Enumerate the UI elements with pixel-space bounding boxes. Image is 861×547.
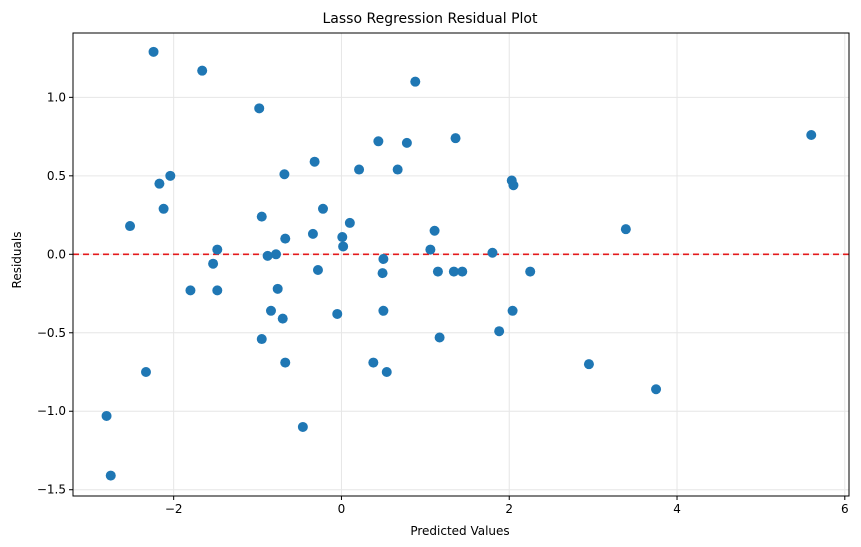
data-point <box>332 308 343 319</box>
data-point <box>368 357 379 368</box>
data-point <box>271 249 282 260</box>
x-axis-ticks: −2 0 2 4 6 <box>165 496 849 516</box>
data-point <box>265 305 276 316</box>
x-tick-label: 6 <box>841 502 849 516</box>
data-point <box>165 170 176 181</box>
y-tick-label: 1.0 <box>47 90 66 104</box>
data-point <box>105 470 116 481</box>
scatter-points <box>101 46 817 481</box>
data-point <box>354 164 365 175</box>
data-point <box>309 156 320 167</box>
data-point <box>317 203 328 214</box>
data-point <box>373 136 384 147</box>
data-point <box>806 130 817 141</box>
data-point <box>185 285 196 296</box>
data-point <box>297 421 308 432</box>
data-point <box>312 264 323 275</box>
plot-frame <box>72 32 850 497</box>
y-tick-label: −1.5 <box>37 483 66 497</box>
data-point <box>277 313 288 324</box>
data-point <box>434 332 445 343</box>
data-point <box>525 266 536 277</box>
x-tick-label: 0 <box>338 502 346 516</box>
data-point <box>450 133 461 144</box>
data-point <box>197 65 208 76</box>
x-tick-label: −2 <box>165 502 183 516</box>
data-point <box>280 233 291 244</box>
data-point <box>337 232 348 243</box>
data-point <box>432 266 443 277</box>
y-tick-label: −0.5 <box>37 326 66 340</box>
data-point <box>392 164 403 175</box>
chart-title: Lasso Regression Residual Plot <box>323 11 538 27</box>
data-point <box>254 103 265 114</box>
x-tick-label: 2 <box>505 502 513 516</box>
data-point <box>256 334 267 345</box>
data-point <box>651 384 662 395</box>
data-point <box>212 244 223 255</box>
data-point <box>507 305 518 316</box>
data-point <box>262 250 273 261</box>
data-point <box>378 305 389 316</box>
data-point <box>381 367 392 378</box>
data-point <box>279 169 290 180</box>
y-axis-label: Residuals <box>10 232 24 289</box>
data-point <box>272 283 283 294</box>
data-point <box>101 410 112 421</box>
data-point <box>256 211 267 222</box>
data-point <box>457 266 468 277</box>
data-point <box>125 221 136 232</box>
data-point <box>583 359 594 370</box>
data-point <box>208 258 219 269</box>
data-point <box>425 244 436 255</box>
data-point <box>338 241 349 252</box>
data-point <box>212 285 223 296</box>
data-point <box>148 46 159 57</box>
data-point <box>154 178 165 189</box>
data-point <box>508 180 519 191</box>
data-point <box>620 224 631 235</box>
grid-lines <box>73 33 849 496</box>
data-point <box>140 367 151 378</box>
data-point <box>429 225 440 236</box>
data-point <box>307 228 318 239</box>
data-point <box>448 266 459 277</box>
data-point <box>158 203 169 214</box>
x-tick-label: 4 <box>673 502 681 516</box>
y-tick-label: 0.0 <box>47 247 66 261</box>
data-point <box>487 247 498 258</box>
y-tick-label: 0.5 <box>47 169 66 183</box>
data-point <box>378 254 389 265</box>
data-point <box>344 217 355 228</box>
data-point <box>494 326 505 337</box>
data-point <box>410 76 421 87</box>
data-point <box>377 268 388 279</box>
y-axis-ticks: −1.5 −1.0 −0.5 0.0 0.5 1.0 <box>37 90 73 497</box>
x-axis-label: Predicted Values <box>410 524 509 538</box>
data-point <box>401 137 412 148</box>
y-tick-label: −1.0 <box>37 404 66 418</box>
data-point <box>280 357 291 368</box>
